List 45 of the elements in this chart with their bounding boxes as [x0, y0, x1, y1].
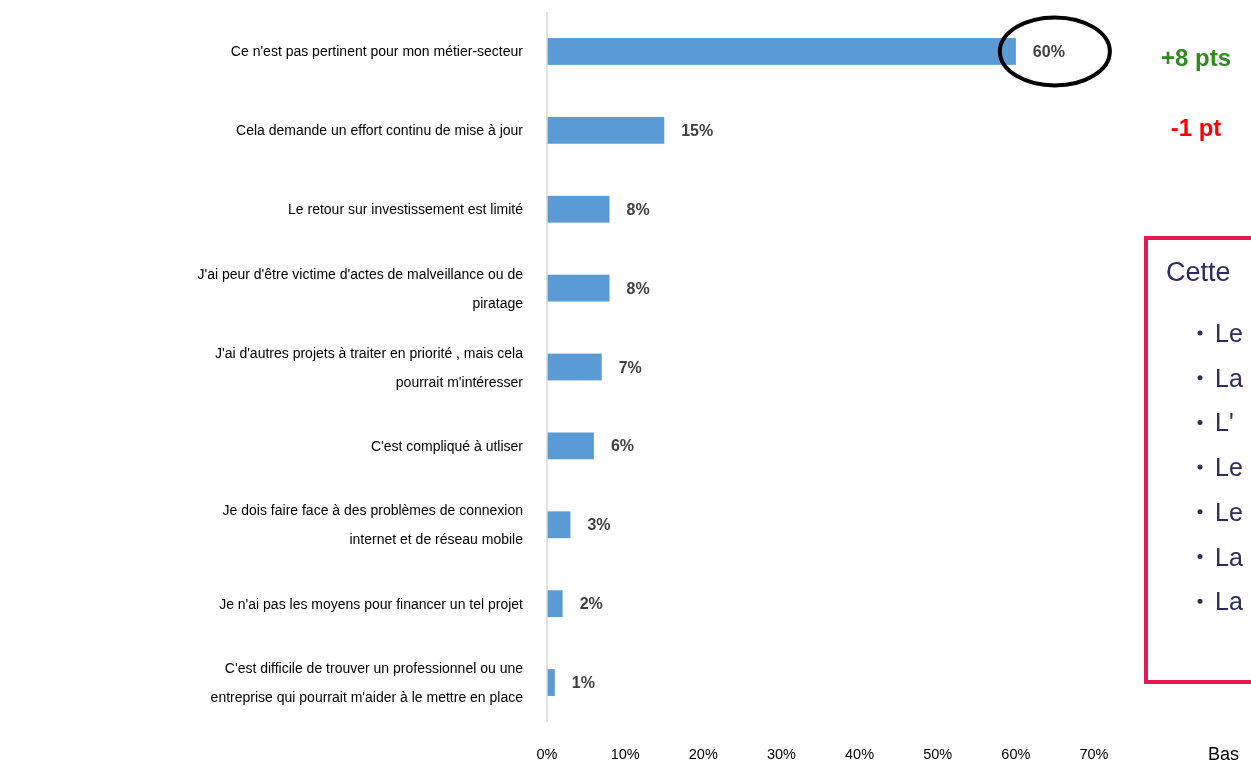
- x-tick-label: 60%: [1001, 746, 1031, 762]
- text: Le: [1215, 453, 1243, 482]
- bar: [547, 511, 571, 539]
- x-tick-label: 20%: [688, 746, 718, 762]
- y-tick-label: Le retour sur investissement est limité: [288, 201, 524, 218]
- y-tick-label: Ce n'est pas pertinent pour mon métier-secteur: [230, 43, 524, 60]
- text: La: [1215, 542, 1243, 571]
- y-tick-label: C'est compliqué à utliser: [370, 437, 524, 454]
- bar: [547, 195, 610, 223]
- text: Le: [1215, 497, 1243, 526]
- bar: [547, 116, 665, 144]
- x-tick-label: 50%: [923, 746, 953, 762]
- y-tick-label: Je n'ai pas les moyens pour financer un tel projet: [219, 595, 524, 612]
- data-label: 7%: [618, 358, 642, 376]
- data-label: 60%: [1032, 42, 1065, 60]
- x-tick-label: 70%: [1079, 746, 1109, 762]
- data-label: 8%: [626, 279, 650, 297]
- text: +8 pts: [1160, 43, 1232, 71]
- text: L': [1215, 408, 1234, 437]
- bar: [547, 669, 555, 696]
- data-label: 1%: [571, 674, 595, 692]
- y-tick-label: Je dois faire face à des problèmes de connexion internet et de réseau mobile: [222, 502, 524, 548]
- text: Bas: [1208, 744, 1240, 764]
- bar: [547, 432, 594, 460]
- bar: [547, 590, 563, 618]
- data-label: 2%: [579, 595, 603, 613]
- text: Le: [1215, 319, 1243, 347]
- text: Cette: [1166, 257, 1231, 287]
- data-label: 8%: [626, 200, 650, 218]
- data-label: 6%: [610, 437, 635, 455]
- y-tick-label: J'ai d'autres projets à traiter en priorité , mais cela pourrait m'intéresser: [214, 344, 524, 390]
- bar: [547, 274, 610, 302]
- x-tick-label: 40%: [845, 746, 875, 762]
- bar: [547, 353, 602, 381]
- y-tick-label: Cela demande un effort continu de mise à jour: [236, 122, 524, 139]
- x-tick-label: 0%: [536, 746, 558, 762]
- data-label: 15%: [681, 121, 714, 139]
- text: -1 pt: [1170, 113, 1222, 141]
- text: La: [1215, 363, 1243, 392]
- data-label: 3%: [587, 516, 611, 534]
- text: La: [1215, 587, 1243, 616]
- y-tick-label: C'est difficile de trouver un professionnel ou une entreprise qui pourrait m'aider à le mettre en place: [210, 660, 524, 706]
- y-tick-label: J'ai peur d'être victime d'actes de malveillance ou de piratage: [197, 265, 524, 311]
- x-tick-label: 30%: [766, 746, 797, 762]
- x-tick-label: 10%: [610, 746, 640, 762]
